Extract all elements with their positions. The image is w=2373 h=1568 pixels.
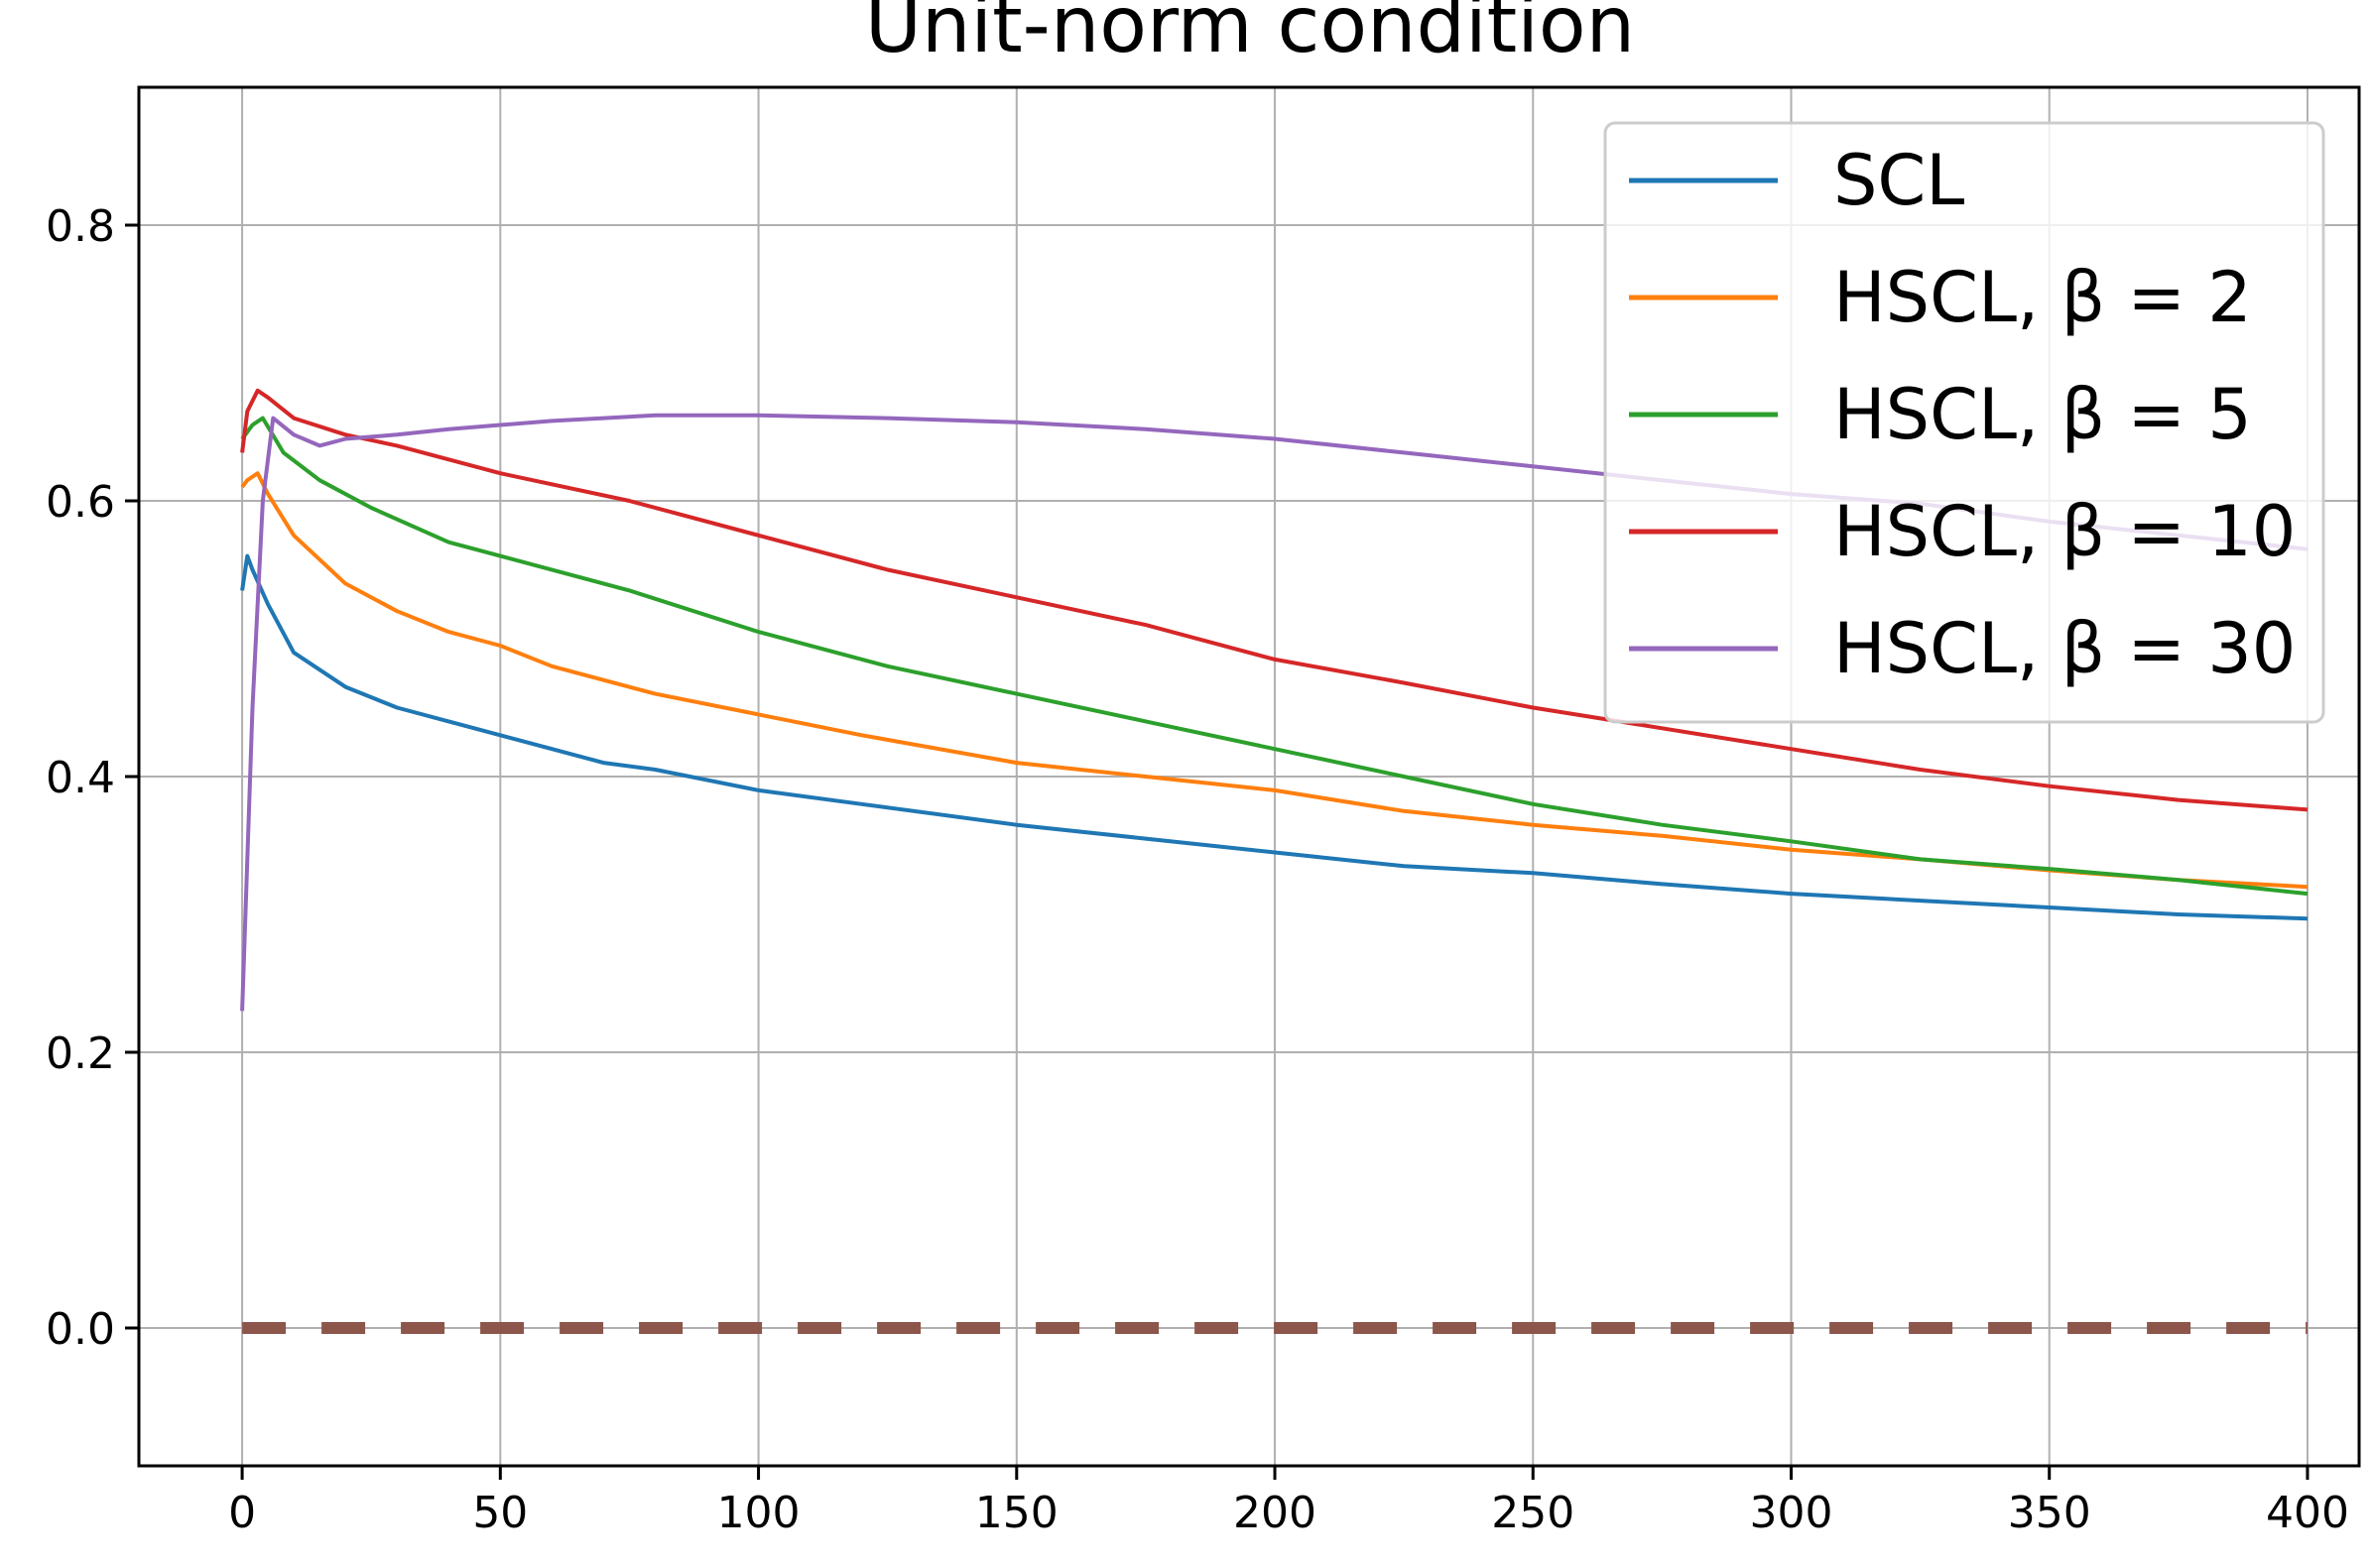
- x-tick-label: 50: [472, 1488, 528, 1538]
- legend-label: SCL: [1833, 140, 1964, 221]
- series-line-3: [240, 388, 2309, 812]
- legend-label: HSCL, β = 5: [1833, 374, 2252, 455]
- x-axis-ticks: 0 50 100 150 200 250 300 350 400: [228, 1466, 2349, 1538]
- y-tick-label: 0.6: [46, 477, 115, 528]
- x-tick-label: 250: [1491, 1488, 1574, 1538]
- x-tick-label: 200: [1233, 1488, 1316, 1538]
- x-tick-label: 100: [717, 1488, 801, 1538]
- legend-box: [1603, 121, 2325, 724]
- x-tick-label: 300: [1749, 1488, 1832, 1538]
- x-tick-label: 0: [228, 1488, 256, 1538]
- legend-label: HSCL, β = 10: [1833, 491, 2296, 572]
- y-tick-label: 0.8: [46, 201, 115, 252]
- series-line-1: [240, 471, 2309, 890]
- y-tick-label: 0.2: [46, 1028, 115, 1079]
- y-tick-label: 0.0: [46, 1304, 115, 1355]
- y-axis-ticks: 0.0 0.2 0.4 0.6 0.8: [46, 201, 139, 1355]
- series-line-2: [240, 416, 2309, 897]
- x-tick-label: 350: [2008, 1488, 2091, 1538]
- legend: SCL HSCL, β = 2 HSCL, β = 5 HSCL, β = 10 HSC…: [1603, 121, 2325, 724]
- series-line-0: [240, 553, 2309, 921]
- legend-label: HSCL, β = 2: [1833, 257, 2252, 338]
- legend-label: HSCL, β = 30: [1833, 608, 2296, 689]
- chart-title: Unit-norm condition: [865, 0, 1635, 70]
- x-tick-label: 150: [975, 1488, 1059, 1538]
- y-tick-label: 0.4: [46, 753, 115, 803]
- x-tick-label: 400: [2266, 1488, 2349, 1538]
